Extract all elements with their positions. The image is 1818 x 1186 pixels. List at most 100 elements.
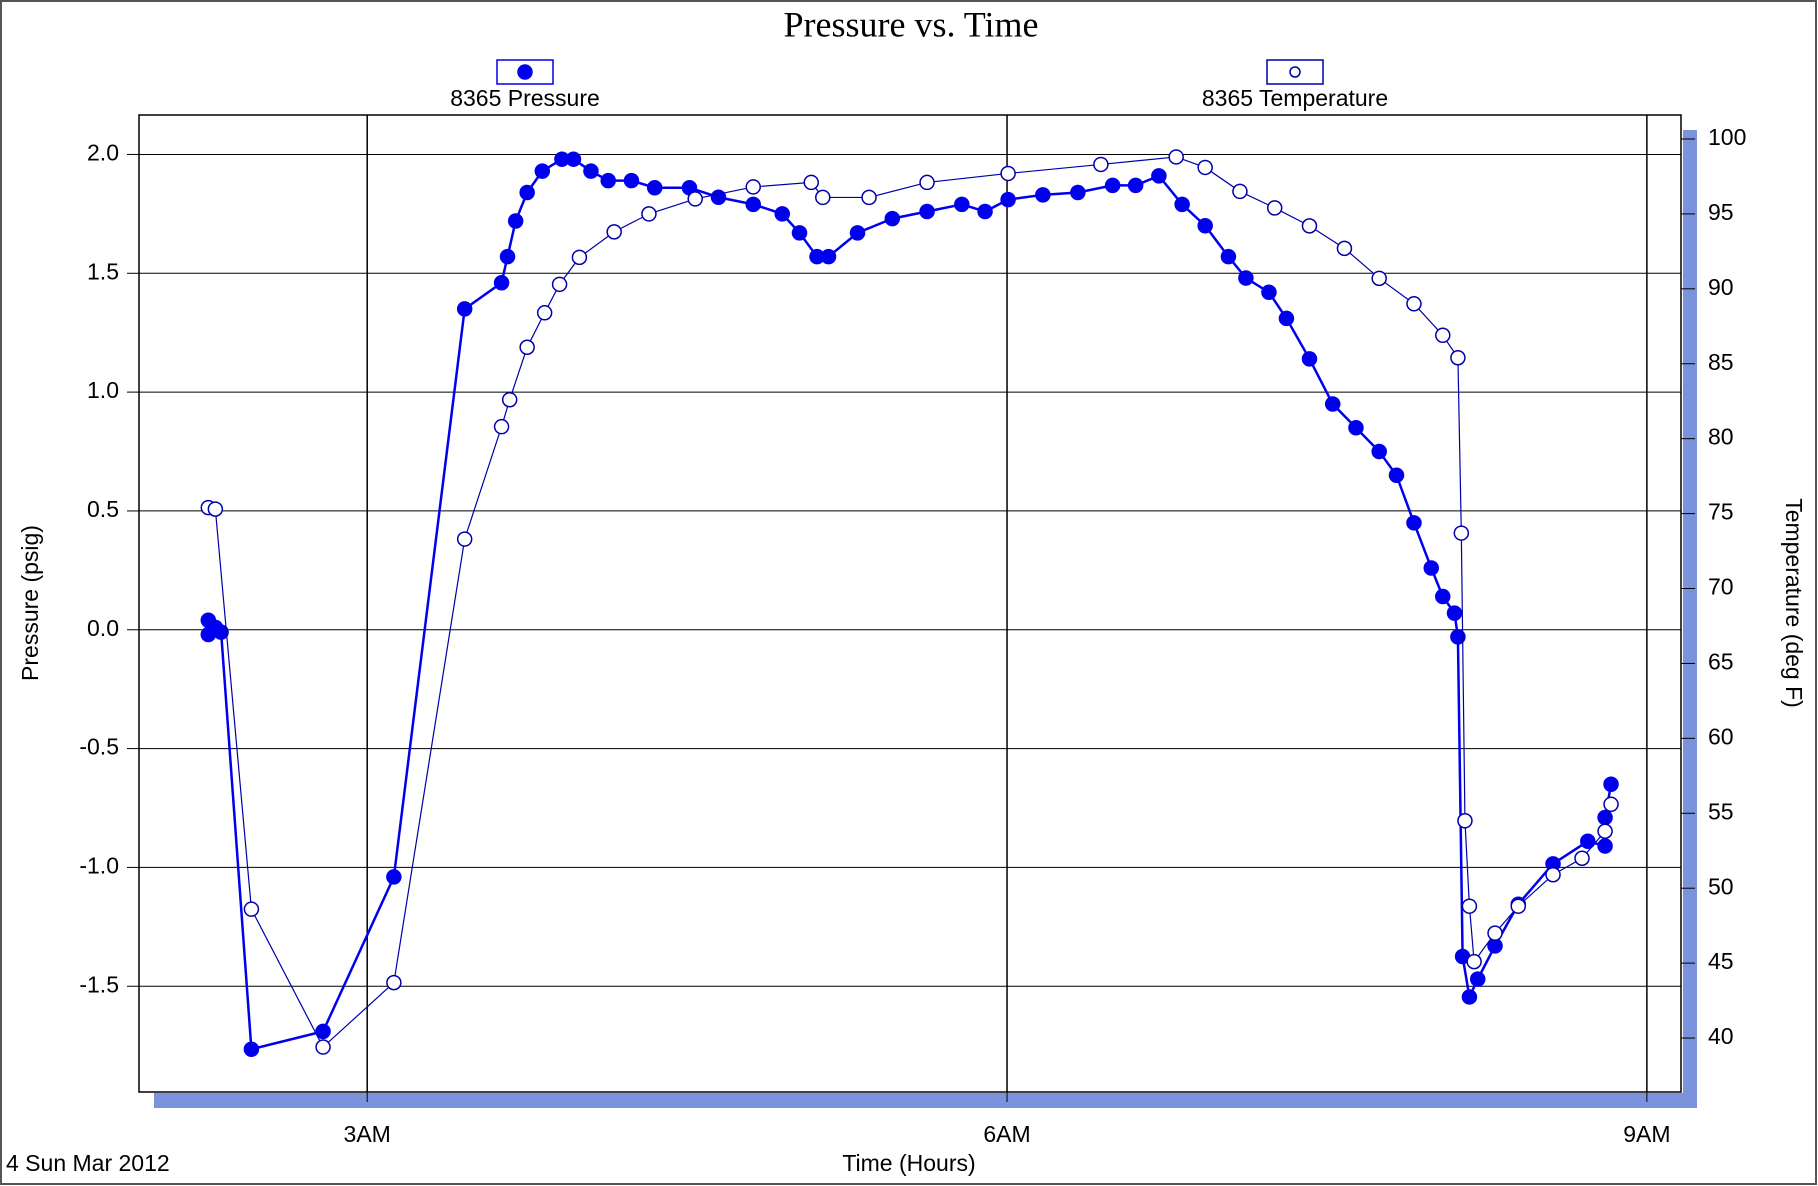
legend-label: 8365 Temperature: [1202, 85, 1388, 111]
data-point: [1406, 515, 1422, 531]
data-point: [1487, 925, 1503, 941]
data-point: [1336, 240, 1353, 257]
data-point: [1603, 776, 1619, 792]
data-point: [1266, 200, 1283, 216]
data-point: [1466, 953, 1482, 970]
y-tick-label: -1.0: [79, 852, 119, 878]
data-point: [1261, 284, 1277, 301]
data-point: [507, 213, 524, 229]
data-point: [954, 196, 970, 213]
data-point: [1580, 833, 1596, 850]
data-point: [884, 210, 901, 227]
x-tick-label: 6AM: [983, 1121, 1030, 1147]
data-point: [456, 301, 473, 317]
data-point: [1197, 159, 1213, 176]
data-point: [1000, 165, 1016, 182]
y2-tick-label: 65: [1708, 649, 1734, 675]
data-point: [791, 225, 808, 241]
data-point: [493, 275, 510, 291]
y2-tick-label: 80: [1708, 424, 1734, 450]
data-point: [1545, 866, 1561, 883]
data-point: [536, 305, 553, 321]
y2-axis-band: [1683, 130, 1697, 1108]
y2-tick-label: 50: [1708, 873, 1734, 899]
data-point: [1278, 310, 1295, 327]
y2-tick-label: 40: [1708, 1023, 1734, 1049]
data-point: [571, 249, 588, 266]
plot-area: [138, 114, 1682, 1093]
data-point: [1461, 898, 1478, 914]
data-point: [565, 151, 582, 167]
data-point: [1197, 217, 1213, 234]
data-point: [641, 206, 657, 222]
y2-tick-label: 90: [1708, 274, 1734, 300]
data-point: [501, 391, 518, 408]
data-point: [1469, 971, 1486, 987]
data-point: [1127, 177, 1144, 194]
data-point: [1597, 838, 1613, 854]
data-point: [1423, 560, 1440, 576]
data-point: [1301, 218, 1318, 234]
data-point: [243, 1041, 260, 1057]
data-point: [623, 172, 640, 189]
data-point: [919, 203, 935, 220]
data-point: [977, 203, 993, 220]
data-point: [386, 974, 402, 991]
data-point: [386, 869, 402, 885]
data-point: [1220, 248, 1237, 265]
data-point: [849, 225, 866, 241]
data-point: [1435, 588, 1451, 605]
chart-title: Pressure vs. Time: [783, 4, 1038, 44]
data-point: [1232, 183, 1248, 200]
legend-marker: [517, 64, 533, 80]
data-point: [1597, 823, 1613, 840]
data-point: [919, 174, 935, 191]
data-point: [315, 1039, 331, 1055]
data-point: [710, 189, 727, 205]
legend-label: 8365 Pressure: [450, 85, 600, 111]
data-point: [534, 163, 551, 179]
data-point: [1168, 149, 1184, 165]
data-point: [1301, 351, 1318, 367]
data-point: [1371, 443, 1387, 460]
data-point: [519, 339, 535, 356]
data-point: [551, 276, 568, 293]
data-point: [1453, 525, 1470, 541]
data-point: [606, 224, 622, 240]
data-point: [1348, 420, 1364, 436]
legend-marker: [1289, 66, 1301, 78]
data-point: [207, 501, 224, 517]
data-point: [745, 196, 761, 213]
data-point: [243, 901, 260, 917]
y2-tick-label: 45: [1708, 948, 1734, 974]
y-tick-label: 0.0: [87, 615, 119, 641]
y2-tick-label: 55: [1708, 798, 1734, 824]
data-point: [315, 1023, 331, 1040]
data-point: [815, 189, 831, 206]
y-tick-label: 0.5: [87, 496, 119, 522]
y2-tick-label: 100: [1708, 124, 1746, 150]
data-point: [1070, 184, 1086, 201]
y2-tick-label: 70: [1708, 574, 1734, 600]
data-point: [1457, 813, 1473, 829]
data-point: [861, 189, 877, 206]
data-point: [1597, 809, 1613, 826]
data-point: [1104, 177, 1121, 194]
data-point: [1446, 605, 1463, 621]
data-point: [1450, 629, 1466, 645]
data-point: [774, 206, 790, 222]
data-point: [1093, 156, 1109, 173]
y-tick-label: 1.0: [87, 377, 119, 403]
data-point: [499, 248, 516, 265]
data-point: [1510, 898, 1527, 914]
y2-axis-label: Temperature (deg F): [1781, 498, 1807, 708]
data-point: [1487, 938, 1503, 954]
data-point: [803, 174, 820, 191]
data-point: [745, 179, 761, 195]
data-point: [1000, 191, 1016, 208]
y-tick-label: -1.5: [79, 971, 119, 997]
data-point: [600, 172, 616, 189]
x-axis-band: [154, 1093, 1697, 1108]
